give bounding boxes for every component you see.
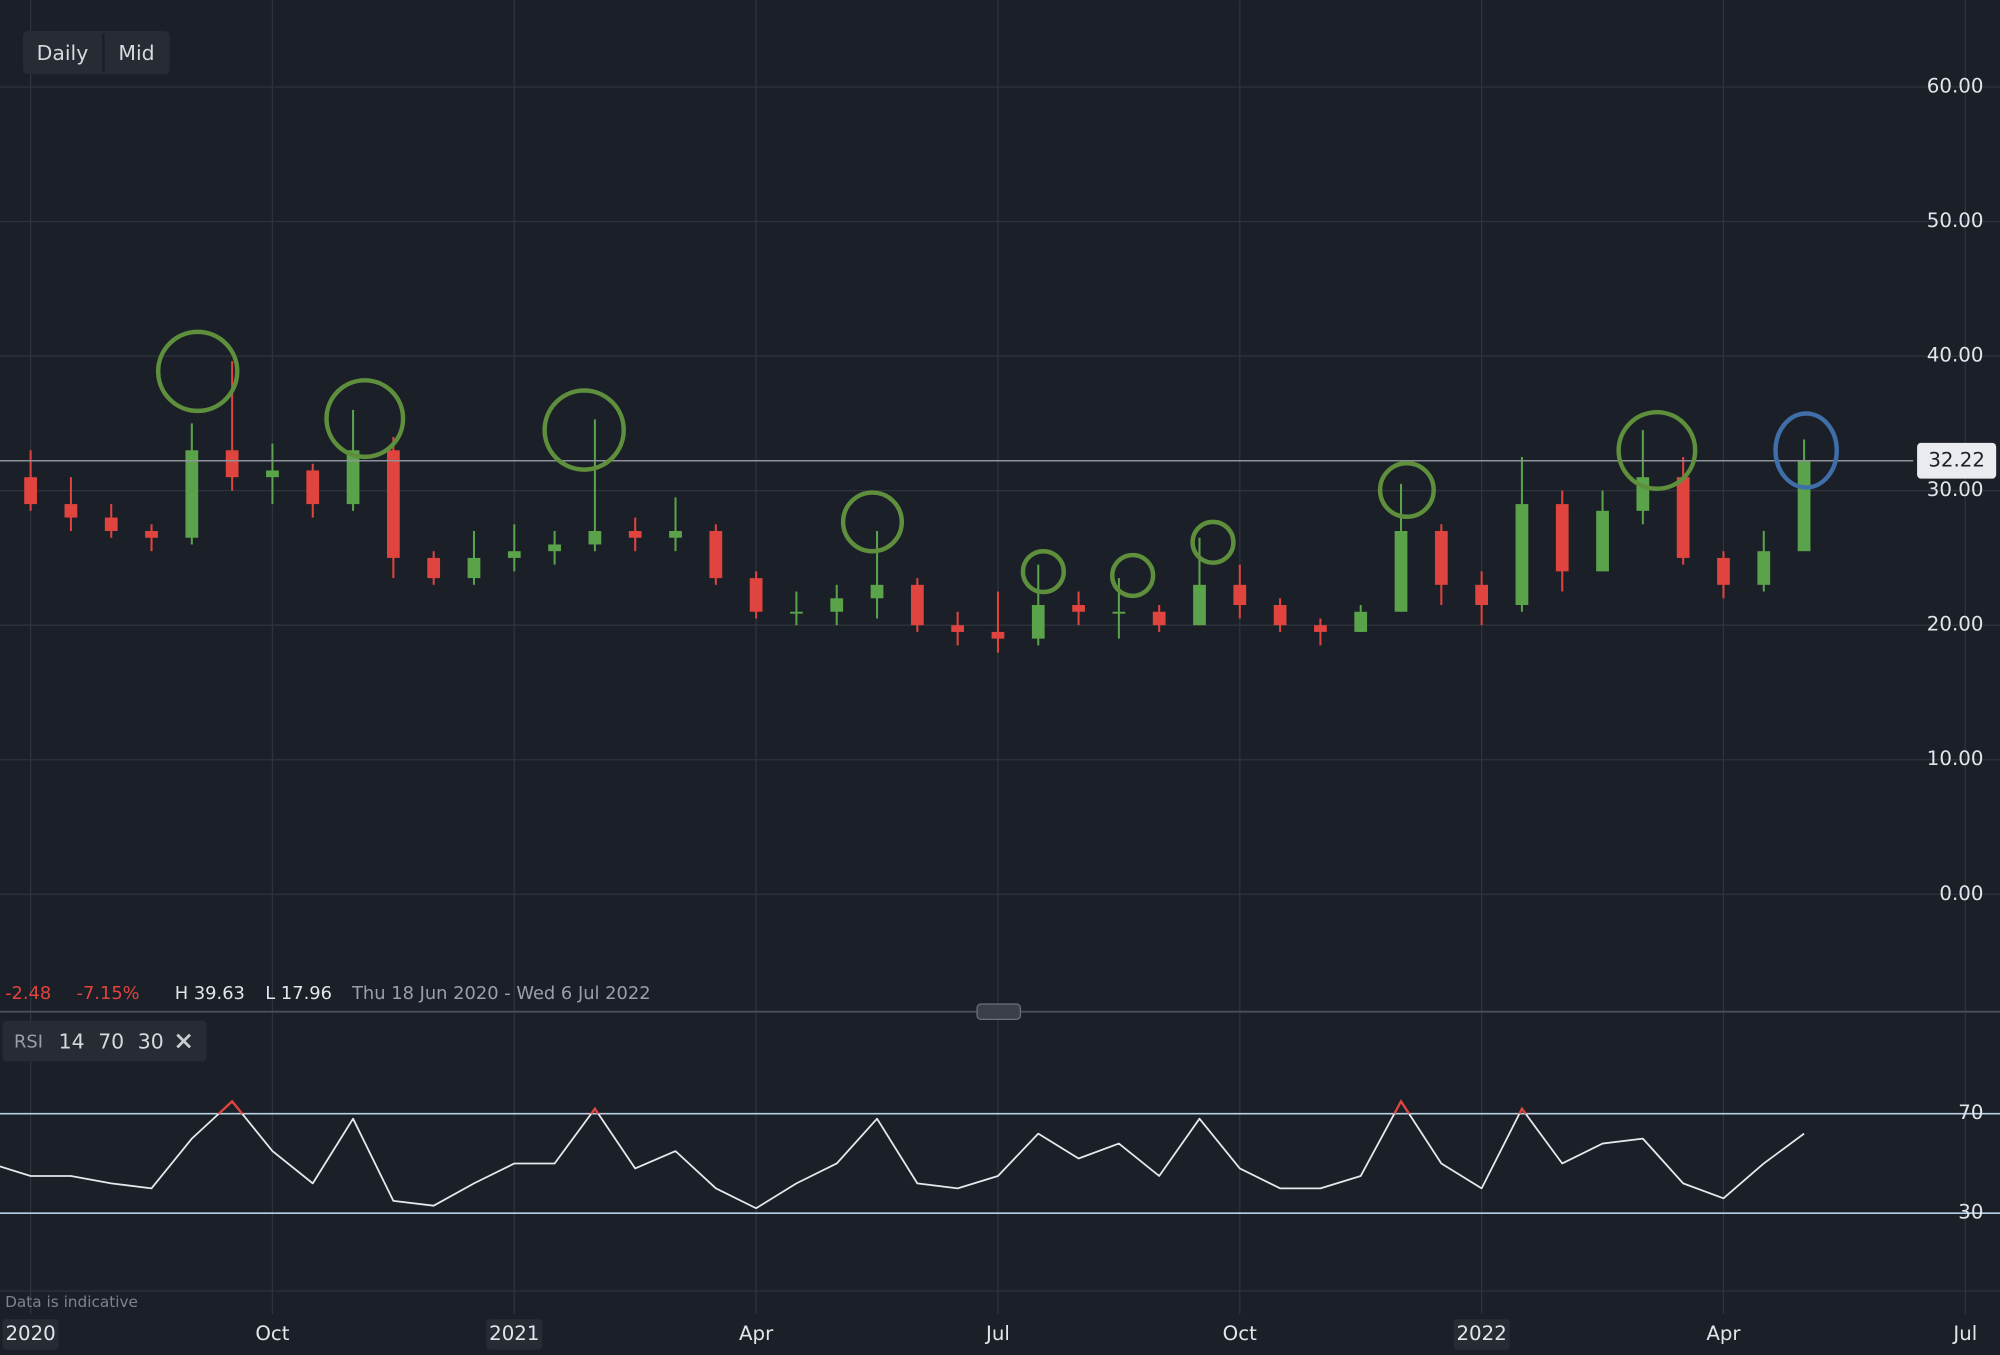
highlight-circle [1190, 519, 1236, 565]
x-tick-box [486, 1319, 543, 1350]
candle-body [1797, 460, 1811, 552]
change: -2.48 [5, 983, 51, 1004]
x-tick-label: Apr [739, 1322, 774, 1345]
x-tick-label: 2020 [5, 1322, 55, 1345]
change-percent: -7.15% [77, 983, 140, 1004]
candle-body [1475, 584, 1489, 606]
last-price-box [1917, 442, 1997, 479]
highlight-circle [1020, 548, 1067, 595]
y-tick-label: 40.00 [1927, 344, 1984, 367]
candle-body [1112, 611, 1126, 614]
x-tick-label: Apr [1706, 1322, 1741, 1345]
candle-body [1515, 504, 1529, 606]
candle-body [669, 531, 682, 538]
candle-body [1233, 584, 1247, 606]
candle-body [1072, 605, 1085, 612]
date-range: Thu 18 Jun 2020 - Wed 6 Jul 2022 [351, 983, 651, 1004]
candle-body [386, 450, 400, 558]
highlight-circle [542, 388, 626, 472]
candle-body [1152, 611, 1166, 626]
candle-body [467, 557, 481, 579]
candle-body [588, 531, 602, 545]
candle-body [1354, 611, 1368, 632]
y-tick-label: 50.00 [1927, 209, 1984, 232]
x-tick-label: Jul [1951, 1322, 1977, 1345]
highlight-circle [1110, 552, 1156, 599]
marks [0, 361, 1914, 1210]
highlight-circle [840, 490, 905, 554]
candle-body [266, 470, 279, 478]
candle-body [709, 531, 723, 579]
toolbar [22, 30, 170, 75]
last-price-label: 32.22 [1928, 448, 1985, 471]
highlights [155, 329, 1839, 599]
indicator-param: 30 [138, 1029, 164, 1053]
interval-button[interactable]: Daily [37, 41, 89, 65]
highlight-circle [1377, 460, 1436, 520]
price-type-button[interactable]: Mid [118, 41, 154, 65]
candle-body [24, 477, 37, 505]
candle-body [1757, 551, 1771, 585]
indicator-name: RSI [14, 1031, 43, 1052]
y-tick-label: 30.00 [1927, 478, 1984, 501]
candle-body [1031, 605, 1045, 639]
candle-body [1314, 625, 1327, 632]
x-tick-label: 2021 [489, 1322, 539, 1345]
candle-body [225, 450, 239, 478]
candle-body [1394, 531, 1408, 612]
x-tick-label: Oct [255, 1322, 289, 1345]
rsi-tick-label: 30 [1958, 1201, 1983, 1224]
y-tick-label: 0.00 [1939, 882, 1983, 905]
close-indicator[interactable] [176, 1033, 192, 1049]
candle-body [104, 517, 118, 532]
candle-body [346, 450, 360, 505]
footnote: Data is indicative [5, 1293, 138, 1311]
pane-handle[interactable] [976, 1003, 1022, 1020]
y-tick-label: 20.00 [1927, 613, 1984, 636]
highlight-circle [1616, 409, 1698, 491]
highlight-circle [1773, 411, 1839, 490]
candle-body [1555, 504, 1569, 572]
candle-body [870, 584, 884, 599]
candle-body [548, 544, 561, 552]
candle-body [427, 557, 441, 579]
highlight-circle [324, 378, 406, 460]
x-tick-label: 2022 [1456, 1322, 1506, 1345]
candle-body [830, 598, 844, 612]
candle-body [185, 450, 199, 538]
candle-body [145, 531, 158, 538]
candle-body [991, 631, 1005, 639]
highlight-circle [155, 329, 240, 414]
candle-body [749, 578, 763, 612]
indicator-param: 70 [98, 1029, 124, 1053]
x-tick-box [1453, 1319, 1510, 1350]
candle-body [1596, 510, 1609, 572]
y-tick-label: 10.00 [1927, 747, 1984, 770]
candle-body [1273, 605, 1287, 626]
low: L 17.96 [265, 983, 332, 1004]
candle-body [790, 611, 803, 614]
candle-body [951, 625, 965, 632]
x-tick-label: Oct [1223, 1322, 1257, 1345]
candle-body [1193, 584, 1206, 626]
y-tick-label: 60.00 [1927, 74, 1984, 97]
candle-body [306, 470, 320, 505]
candle-body [1676, 477, 1690, 558]
indicator-tag [2, 1020, 207, 1062]
grid [0, 0, 2000, 1314]
candle-body [1434, 531, 1448, 585]
high: H 39.63 [175, 983, 245, 1004]
indicator-param: 14 [59, 1029, 85, 1053]
x-tick-label: Jul [984, 1322, 1010, 1345]
candle-body [910, 584, 924, 626]
x-tick-box [2, 1319, 59, 1350]
rsi-tick-label: 70 [1958, 1101, 1983, 1124]
candle-body [628, 531, 642, 538]
candle-body [1717, 557, 1730, 585]
rsi-line [0, 1100, 1805, 1210]
candle-body [507, 551, 521, 558]
candle-body [64, 504, 78, 518]
